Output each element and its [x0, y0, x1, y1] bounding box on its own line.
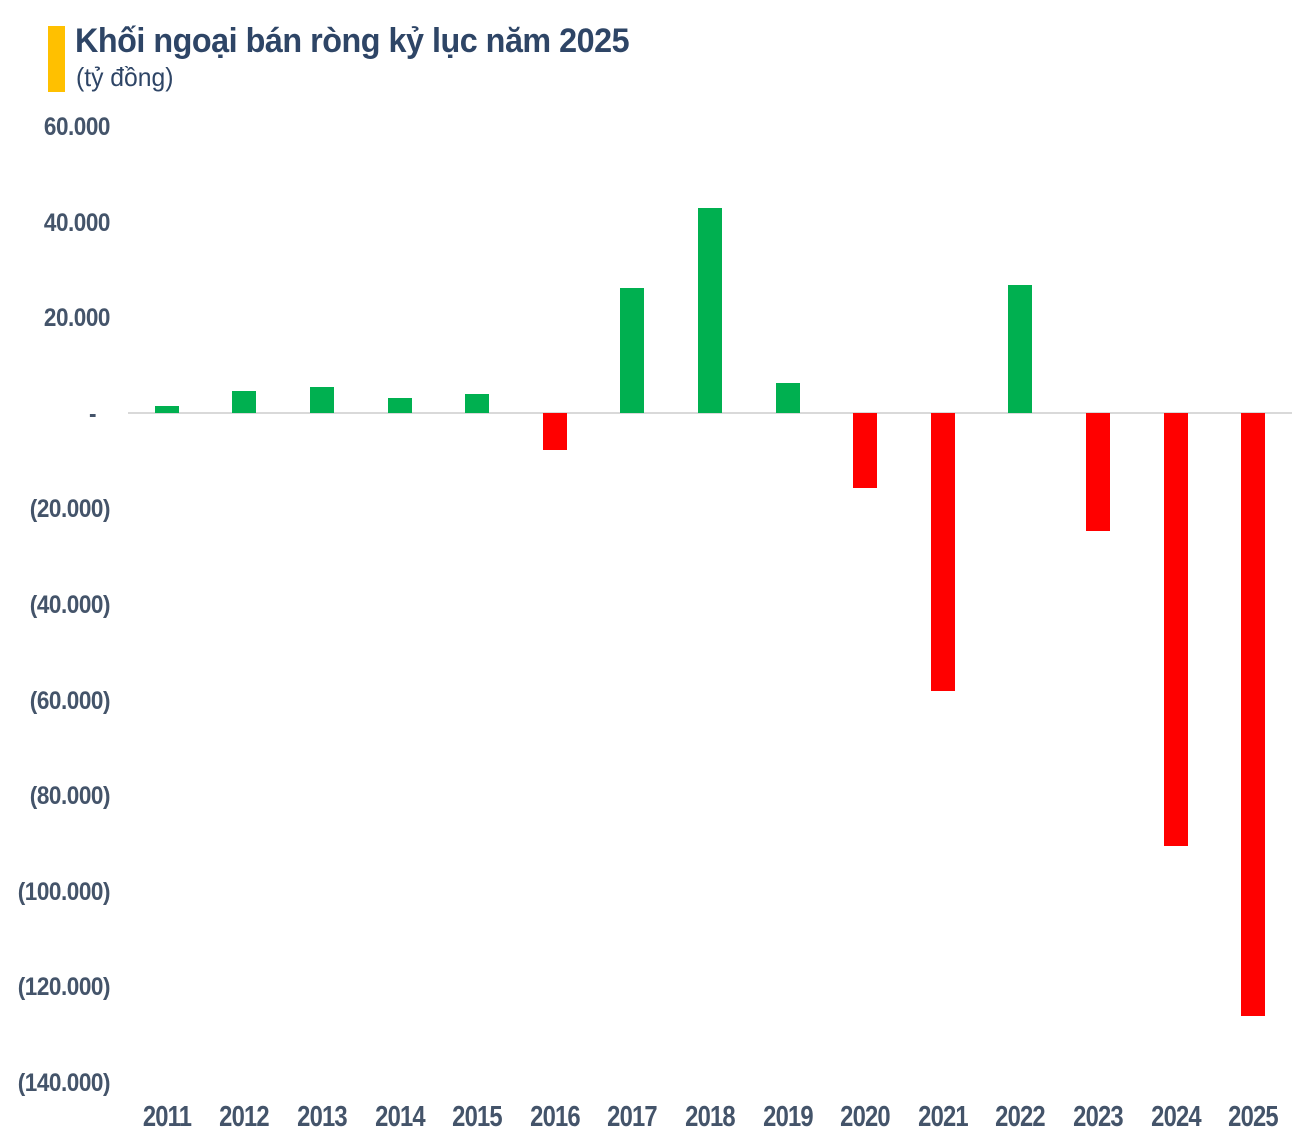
bar-2022 [1008, 284, 1033, 413]
title-accent-bar [48, 26, 65, 92]
x-tick-2017: 2017 [607, 1101, 658, 1133]
x-tick-2012: 2012 [219, 1101, 270, 1133]
y-tick--60000: (60.000) [29, 686, 111, 715]
bar-2025 [1241, 412, 1266, 1017]
x-tick-2011: 2011 [142, 1101, 192, 1133]
zero-axis-line [128, 412, 1292, 414]
bar-2011 [154, 405, 179, 413]
bar-2023 [1086, 412, 1110, 531]
y-tick-20000: 20.000 [43, 304, 111, 333]
y-tick-40000: 40.000 [43, 208, 111, 237]
bar-2013 [310, 386, 334, 413]
x-tick-2018: 2018 [685, 1101, 735, 1133]
bar-2017 [620, 287, 645, 413]
bar-2020 [853, 412, 878, 488]
x-tick-2014: 2014 [374, 1101, 425, 1133]
y-tick-60000: 60.000 [43, 113, 111, 141]
y-tick--80000: (80.000) [29, 782, 111, 811]
chart-title: Khối ngoại bán ròng kỷ lục năm 2025 [75, 22, 630, 60]
bar-2012 [232, 390, 257, 413]
bar-2021 [930, 412, 955, 692]
x-tick-2021: 2021 [917, 1101, 968, 1133]
y-tick--100000: (100.000) [17, 877, 111, 906]
x-tick-2020: 2020 [840, 1101, 890, 1133]
chart-unit-label: (tỷ đồng) [76, 62, 174, 92]
bar-2024 [1163, 412, 1188, 847]
x-tick-2025: 2025 [1228, 1101, 1278, 1133]
y-tick-0: - [88, 399, 96, 428]
x-tick-2019: 2019 [762, 1101, 813, 1133]
y-tick--140000: (140.000) [17, 1069, 111, 1097]
x-tick-2024: 2024 [1150, 1101, 1201, 1133]
y-tick--40000: (40.000) [29, 591, 111, 619]
x-tick-2016: 2016 [529, 1101, 580, 1133]
bar-2016 [542, 412, 567, 450]
x-tick-2022: 2022 [995, 1101, 1046, 1133]
bar-2014 [387, 398, 412, 413]
y-tick--120000: (120.000) [17, 973, 111, 1002]
bar-2019 [775, 382, 800, 413]
bar-2015 [465, 393, 490, 413]
x-tick-2013: 2013 [297, 1101, 347, 1133]
x-tick-2023: 2023 [1073, 1101, 1123, 1133]
x-tick-2015: 2015 [452, 1101, 502, 1133]
bar-2018 [698, 207, 722, 413]
y-tick--20000: (20.000) [29, 495, 111, 524]
